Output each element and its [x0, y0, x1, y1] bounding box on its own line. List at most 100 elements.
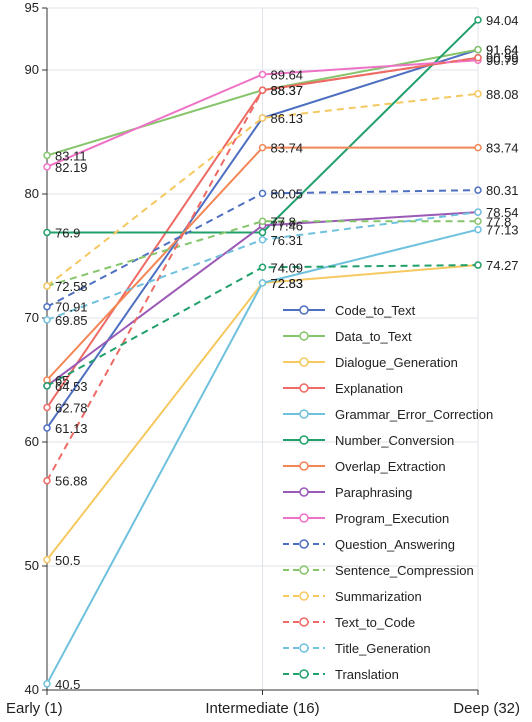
data-label-text-to-code: 56.88: [55, 474, 88, 489]
data-point-sentence-compression: [258, 217, 267, 226]
data-point-title-generation: [474, 208, 482, 216]
series-line-sentence-compression: [46, 220, 478, 287]
legend-marker-grammar-error-correction: [299, 409, 309, 419]
y-tick-label: 50: [25, 558, 39, 573]
axes: 40 50 60 70 80 90 95 Early (1) Intermediate (16)…: [6, 0, 520, 717]
data-point-title-generation: [43, 316, 51, 324]
data-point-explanation: [43, 403, 51, 412]
y-tick-label: 70: [25, 310, 39, 325]
data-point-question-answering: [258, 189, 267, 198]
data-label-data-to-text: 88.37: [271, 83, 304, 98]
legend-item-text-to-code: Text_to_Code: [283, 615, 415, 630]
y-tick-label: 60: [25, 434, 39, 449]
data-point-overlap-extraction: [474, 143, 482, 152]
legend-marker-dialogue-generation: [299, 357, 309, 367]
data-point-program-execution: [258, 70, 267, 79]
data-label-paraphrasing: 77.46: [271, 218, 304, 233]
legend-item-explanation: Explanation: [283, 381, 403, 396]
data-label-grammar-error-correction: 77.13: [486, 223, 519, 238]
data-point-text-to-code: [258, 86, 267, 94]
data-label-number-conversion: 94.04: [486, 13, 519, 28]
data-label-code-to-text: 61.13: [55, 421, 88, 436]
series-lines: [43, 16, 482, 688]
data-label-code-to-text: 86.13: [271, 111, 304, 126]
legend-label-explanation: Explanation: [335, 381, 403, 396]
legend-marker-overlap-extraction: [299, 461, 309, 471]
y-tick-label: 90: [25, 62, 39, 77]
legend-item-question-answering: Question_Answering: [283, 537, 455, 552]
data-label-sentence-compression: 77.8: [486, 214, 511, 229]
legend-label-title-generation: Title_Generation: [335, 641, 431, 656]
data-label-explanation: 88.37: [271, 83, 304, 98]
data-label-question-answering: 70.91: [55, 300, 88, 315]
data-point-number-conversion: [258, 228, 267, 237]
data-label-overlap-extraction: 65: [55, 373, 69, 388]
legend-item-grammar-error-correction: Grammar_Error_Correction: [283, 407, 493, 422]
legend-label-grammar-error-correction: Grammar_Error_Correction: [335, 407, 493, 422]
data-label-program-execution: 89.64: [271, 67, 304, 82]
legend-label-data-to-text: Data_to_Text: [335, 329, 412, 344]
legend-item-summarization: Summarization: [283, 589, 422, 604]
legend-label-number-conversion: Number_Conversion: [335, 433, 454, 448]
legend-item-dialogue-generation: Dialogue_Generation: [283, 355, 458, 370]
legend: Code_to_Text Data_to_Text Dialogue_Generat…: [283, 303, 493, 682]
data-label-question-answering: 80.05: [271, 186, 304, 201]
data-label-number-conversion: 76.9: [55, 225, 80, 240]
data-label-grammar-error-correction: 40.5: [55, 677, 80, 692]
data-label-sentence-compression: 77.8: [271, 214, 296, 229]
legend-marker-paraphrasing: [299, 487, 309, 497]
data-label-translation: 74.09: [271, 260, 304, 275]
legend-label-dialogue-generation: Dialogue_Generation: [335, 355, 458, 370]
data-point-dialogue-generation: [43, 556, 51, 564]
data-point-data-to-text: [43, 151, 51, 160]
data-point-grammar-error-correction: [474, 225, 482, 234]
data-point-text-to-code: [43, 476, 51, 485]
data-point-grammar-error-correction: [258, 279, 267, 287]
legend-marker-program-execution: [299, 513, 309, 523]
legend-marker-summarization: [299, 591, 309, 601]
y-tick-label: 80: [25, 186, 39, 201]
legend-marker-number-conversion: [299, 435, 309, 445]
legend-label-question-answering: Question_Answering: [335, 537, 455, 552]
x-tick-label: Intermediate (16): [205, 700, 319, 717]
legend-item-program-execution: Program_Execution: [283, 511, 449, 526]
data-label-dialogue-generation: 74.27: [486, 258, 519, 273]
y-tick-label: 95: [25, 0, 39, 15]
data-point-summarization: [43, 282, 51, 290]
legend-label-overlap-extraction: Overlap_Extraction: [335, 459, 446, 474]
data-label-title-generation: 76.31: [271, 233, 304, 248]
legend-marker-translation: [299, 669, 309, 679]
data-point-translation: [258, 263, 267, 272]
legend-item-number-conversion: Number_Conversion: [283, 433, 454, 448]
data-point-number-conversion: [474, 16, 482, 24]
data-label-code-to-text: 91.64: [486, 43, 519, 58]
data-point-code-to-text: [43, 424, 51, 432]
legend-item-sentence-compression: Sentence_Compression: [283, 563, 474, 578]
data-labels: 61.1386.1391.6483.1188.3791.6450.572.837…: [55, 13, 519, 692]
legend-item-translation: Translation: [283, 667, 399, 682]
data-label-summarization: 88.08: [486, 87, 519, 102]
data-point-text-to-code: [474, 53, 482, 62]
legend-label-translation: Translation: [335, 667, 399, 682]
legend-item-code-to-text: Code_to_Text: [283, 303, 416, 318]
data-label-data-to-text: 91.64: [486, 43, 519, 58]
legend-marker-question-answering: [299, 539, 309, 549]
legend-marker-title-generation: [299, 643, 309, 653]
legend-label-summarization: Summarization: [335, 589, 422, 604]
legend-marker-sentence-compression: [299, 565, 309, 575]
data-point-summarization: [474, 90, 482, 98]
data-point-overlap-extraction: [258, 143, 267, 152]
data-label-grammar-error-correction: 72.83: [271, 276, 304, 291]
legend-marker-text-to-code: [299, 617, 309, 627]
data-point-number-conversion: [43, 228, 51, 237]
data-label-sentence-compression: 72.58: [55, 279, 88, 294]
legend-marker-code-to-text: [299, 305, 309, 315]
data-point-summarization: [258, 114, 267, 122]
legend-item-paraphrasing: Paraphrasing: [283, 485, 412, 500]
legend-item-title-generation: Title_Generation: [283, 641, 431, 656]
x-tick-label: Early (1): [6, 700, 63, 717]
data-label-program-execution: 82.19: [55, 160, 88, 175]
data-point-program-execution: [43, 163, 51, 171]
x-tick-label: Deep (32): [453, 700, 520, 717]
